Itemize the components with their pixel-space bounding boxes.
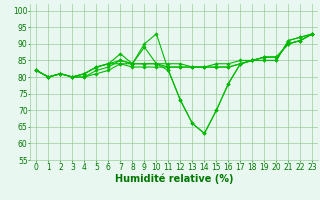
X-axis label: Humidité relative (%): Humidité relative (%) — [115, 173, 234, 184]
